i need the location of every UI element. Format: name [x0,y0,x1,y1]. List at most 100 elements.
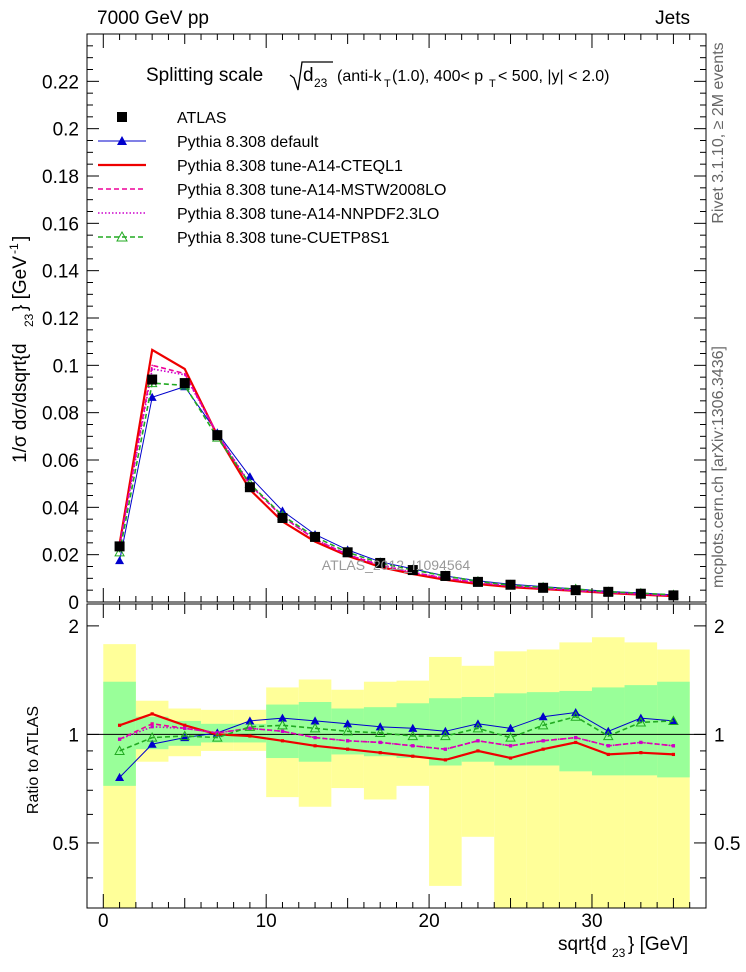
ratio-point-pythia-8-308-tune-a14-cteql1 [541,747,545,751]
svg-text:< 500, |y| < 2.0): < 500, |y| < 2.0) [498,68,610,85]
ratio-point-pythia-8-308-tune-cuetp8s1 [635,716,647,727]
plot-title: Splitting scale d 23 (anti-k T (1.0), 40… [146,61,610,91]
main-point-pythia-8-308-tune-a14-nnpdf2-3lo [183,374,186,376]
legend-marker-pythia-8-308-tune-cuetp8s1 [116,230,128,242]
main-point-atlas [212,430,223,441]
main-point-atlas [603,586,614,597]
main-y-tick-label: 0.08 [42,404,79,425]
ratio-point-pythia-8-308-default [408,723,418,732]
legend-label-pythia-8-308-default: Pythia 8.308 default [177,134,319,151]
syst-band-bin [526,649,560,908]
main-plot-series [114,348,679,601]
main-line-pythia-8-308-tune-cuetp8s1 [118,382,674,596]
ratio-point-pythia-8-308-tune-a14-nnpdf2-3lo [150,725,154,729]
ratio-uncertainty-bands [87,637,706,908]
svg-text:23: 23 [314,76,328,90]
ratio-point-pythia-8-308-tune-cuetp8s1 [602,730,614,741]
main-point-pythia-8-308-default [115,556,125,565]
stat-band-bin [624,685,658,776]
ratio-point-pythia-8-308-tune-cuetp8s1 [374,727,386,737]
svg-text:(anti-k: (anti-k [337,68,382,85]
ratio-y-tick-label-right: 1 [714,725,725,746]
ratio-point-pythia-8-308-tune-a14-cteql1 [117,723,122,727]
main-y-tick-label: 0.18 [42,167,79,188]
svg-text:23: 23 [22,313,36,327]
main-y-tick-label: 0.02 [42,546,79,567]
svg-text:sqrt{d: sqrt{d [558,934,607,955]
ratio-point-pythia-8-308-tune-a14-cteql1 [313,744,317,748]
source-label: mcplots.cern.ch [arXiv:1306.3436] [710,346,727,588]
ratio-point-pythia-8-308-tune-a14-cteql1 [476,749,480,753]
ratio-point-pythia-8-308-tune-a14-mstw2008lo [150,722,154,726]
svg-text:T: T [489,78,496,90]
ratio-point-pythia-8-308-tune-a14-cteql1 [411,754,415,758]
ratio-point-pythia-8-308-tune-a14-nnpdf2-3lo [606,744,610,748]
ratio-point-pythia-8-308-default [245,716,255,725]
ratio-point-pythia-8-308-tune-a14-nnpdf2-3lo [378,740,382,745]
legend-label-pythia-8-308-tune-cuetp8s1: Pythia 8.308 tune-CUETP8S1 [177,230,390,247]
ratio-point-pythia-8-308-default [668,716,678,725]
ratio-plot-series [114,708,679,781]
rivet-label: Rivet 3.1.10, ≥ 2M events [710,42,727,223]
svg-text:Splitting scale: Splitting scale [146,65,263,86]
legend-marker-pythia-8-308-default [117,136,127,145]
ratio-point-pythia-8-308-default [506,723,516,732]
main-point-pythia-8-308-tune-a14-cteql1 [183,368,186,370]
analysis-watermark: ATLAS_2012_I1094564 [322,557,471,573]
energy-label: 7000 GeV pp [97,8,209,29]
ratio-point-pythia-8-308-default [277,713,287,722]
ratio-y-tick-label: 0.5 [53,834,79,855]
ratio-point-pythia-8-308-tune-a14-nnpdf2-3lo [248,726,252,730]
ratio-point-pythia-8-308-tune-cuetp8s1 [407,730,419,741]
main-y-axis-title: 1/σ dσ/dsqrt{d 23 } [GeV -1 ] [7,236,36,463]
main-point-pythia-8-308-tune-cuetp8s1 [114,546,125,557]
stat-band-bin [559,690,592,772]
main-y-tick-label: 0 [68,593,79,614]
ratio-point-pythia-8-308-tune-cuetp8s1 [668,715,679,726]
main-point-atlas [244,482,255,493]
ratio-point-pythia-8-308-tune-a14-cteql1 [443,758,447,762]
main-y-tick-label: 0.22 [42,72,79,93]
ratio-point-pythia-8-308-tune-a14-nnpdf2-3lo [313,735,317,740]
legend-label-pythia-8-308-tune-a14-nnpdf2-3lo: Pythia 8.308 tune-A14-NNPDF2.3LO [177,206,439,223]
main-point-pythia-8-308-tune-a14-mstw2008lo [183,372,186,375]
main-y-tick-label: 0.16 [42,214,79,235]
ratio-line-pythia-8-308-tune-a14-nnpdf2-3lo [119,725,674,751]
ratio-point-pythia-8-308-tune-cuetp8s1 [179,730,191,741]
category-label: Jets [655,8,690,29]
ratio-point-pythia-8-308-tune-cuetp8s1 [244,721,256,731]
ratio-point-pythia-8-308-tune-a14-cteql1 [280,739,285,743]
main-point-atlas [407,565,418,576]
main-point-atlas [342,547,353,558]
ratio-point-pythia-8-308-tune-a14-nnpdf2-3lo [476,739,480,743]
ratio-point-pythia-8-308-tune-cuetp8s1 [537,719,549,730]
main-point-atlas [538,582,549,593]
main-y-tick-label: 0.1 [53,356,79,377]
ratio-point-pythia-8-308-default [375,722,385,731]
main-point-atlas [570,585,581,596]
ratio-point-pythia-8-308-tune-a14-cteql1 [346,747,350,751]
main-point-atlas [472,576,483,587]
ratio-point-pythia-8-308-default [115,772,125,781]
ratio-point-pythia-8-308-tune-a14-nnpdf2-3lo [117,737,122,741]
main-line-pythia-8-308-tune-a14-nnpdf2-3lo [118,367,674,597]
ratio-point-pythia-8-308-tune-cuetp8s1 [440,730,451,741]
main-point-pythia-8-308-tune-a14-mstw2008lo [151,364,153,367]
main-point-pythia-8-308-tune-a14-nnpdf2-3lo [151,368,153,370]
ratio-point-pythia-8-308-tune-a14-cteql1 [378,751,382,755]
legend: ATLAS Pythia 8.308 default Pythia 8.308 tu… [98,110,446,247]
x-axis-title: sqrt{d 23 } [GeV] [558,934,688,960]
ratio-point-pythia-8-308-tune-cuetp8s1 [505,732,516,742]
syst-band-bin [429,656,462,886]
main-point-atlas [505,579,516,590]
x-tick-label: 0 [98,911,109,932]
svg-text:23: 23 [612,946,626,960]
ratio-point-pythia-8-308-tune-a14-nnpdf2-3lo [508,744,513,748]
svg-text:} [GeV: } [GeV [10,256,31,311]
ratio-point-pythia-8-308-tune-a14-nnpdf2-3lo [639,740,643,745]
ratio-y-tick-label-right: 0.5 [714,834,740,855]
ratio-point-pythia-8-308-tune-a14-nnpdf2-3lo [411,744,415,748]
main-point-atlas [277,512,288,523]
legend-label-pythia-8-308-tune-a14-cteql1: Pythia 8.308 tune-A14-CTEQL1 [177,158,403,175]
